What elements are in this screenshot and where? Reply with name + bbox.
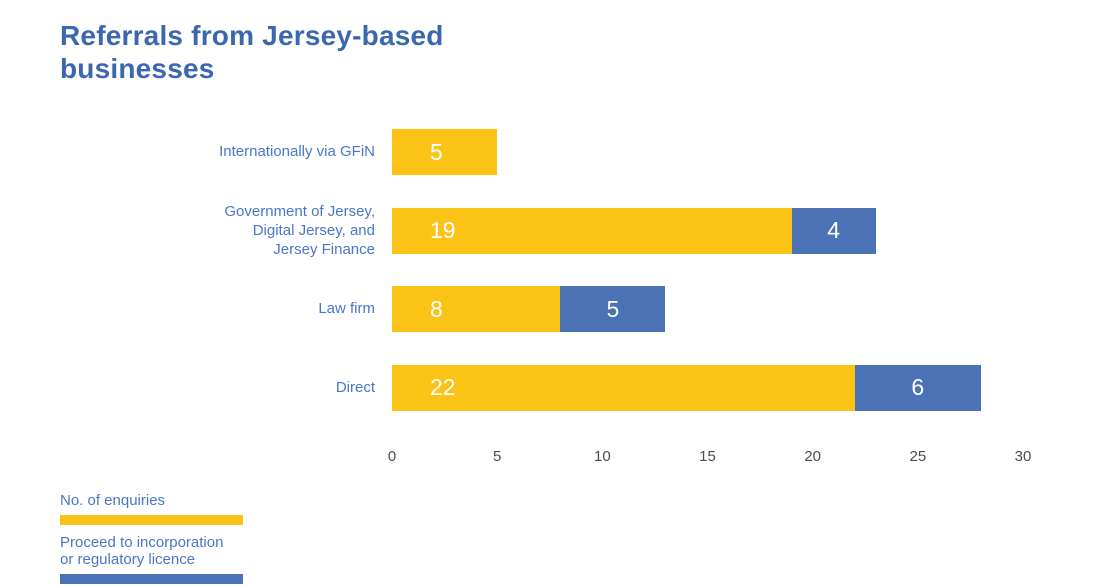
- bar-value-label: 6: [911, 374, 925, 400]
- category-label-line: Digital Jersey, and: [252, 221, 375, 239]
- chart-row: Law firm 8 5: [0, 286, 1098, 332]
- bar-segment: 6: [854, 364, 981, 411]
- bar-value-label: 5: [430, 138, 443, 165]
- legend-item: Proceed to incorporation or regulatory li…: [60, 534, 320, 584]
- category-label-line: Internationally via GFiN: [219, 143, 375, 161]
- bar-value-label: 5: [606, 295, 620, 322]
- legend-swatch: [60, 574, 243, 584]
- bar-value-label: 4: [827, 217, 841, 243]
- legend-swatch: [60, 515, 243, 525]
- bar-value-label: 19: [430, 217, 456, 243]
- category-label: Law firm: [0, 299, 375, 318]
- category-label: Direct: [0, 378, 375, 397]
- legend-item: No. of enquiries: [60, 492, 320, 525]
- x-axis-tick: 5: [492, 448, 502, 465]
- category-label: Government of Jersey, Digital Jersey, and…: [0, 202, 375, 259]
- bar-value-label: 22: [430, 374, 456, 400]
- bar-track: 19 4: [392, 207, 1023, 254]
- x-axis: 0 5 10 15 20 25 30: [388, 448, 1032, 468]
- x-axis-tick: 30: [1014, 448, 1032, 465]
- bar-segment: 4: [791, 207, 876, 254]
- bar-track: 5: [392, 129, 1023, 175]
- category-label-line: Law firm: [318, 300, 375, 318]
- chart-rows: Internationally via GFiN 5 Government of J…: [0, 129, 1098, 443]
- category-label-line: Direct: [335, 378, 375, 396]
- bar-segment: 5: [392, 129, 498, 175]
- bar-segment: 19: [392, 207, 792, 254]
- legend-label: Proceed to incorporation or regulatory li…: [60, 534, 224, 568]
- bar-value-label: 8: [430, 295, 443, 322]
- x-axis-tick: 15: [699, 448, 716, 465]
- legend-label: No. of enquiries: [60, 492, 166, 509]
- category-label-line: Jersey Finance: [273, 241, 375, 259]
- category-label-line: Government of Jersey,: [224, 202, 375, 220]
- bar-segment: 5: [560, 286, 666, 332]
- category-label: Internationally via GFiN: [0, 142, 375, 161]
- chart-row: Internationally via GFiN 5: [0, 129, 1098, 175]
- chart-row: Direct 22 6: [0, 364, 1098, 411]
- bar-track: 22 6: [392, 364, 1023, 411]
- bar-segment: 22: [392, 364, 855, 411]
- x-axis-tick: 10: [593, 448, 611, 465]
- x-axis-tick: 0: [387, 448, 397, 465]
- chart-legend: No. of enquiries Proceed to incorporation…: [60, 492, 320, 586]
- bar-segment: 8: [392, 286, 561, 332]
- chart-row: Government of Jersey, Digital Jersey, and…: [0, 203, 1098, 258]
- x-axis-tick: 25: [909, 448, 927, 465]
- x-axis-tick: 20: [804, 448, 821, 465]
- chart-title: Referrals from Jersey-based businesses: [60, 20, 444, 84]
